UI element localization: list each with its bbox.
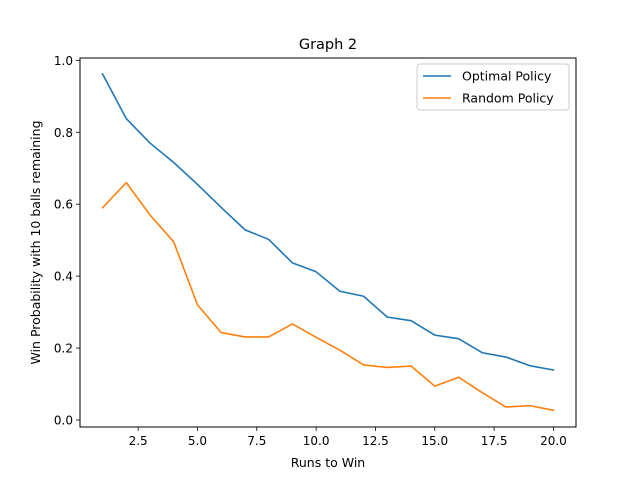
- x-axis-label: Runs to Win: [291, 455, 365, 470]
- x-tick-label: 12.5: [362, 434, 389, 448]
- chart-title: Graph 2: [299, 37, 357, 53]
- x-tick-label: 2.5: [129, 434, 148, 448]
- x-tick-label: 15.0: [421, 434, 448, 448]
- series-lines: [101, 72, 555, 412]
- x-axis-ticks: 2.5 5.0 7.5 10.0 12.5 15.0 17.5 20.0: [129, 427, 567, 448]
- y-axis-label: Win Probability with 10 balls remaining: [28, 120, 43, 364]
- x-tick-label: 17.5: [481, 434, 508, 448]
- legend: Optimal Policy Random Policy: [416, 63, 570, 111]
- x-tick-label: 7.5: [247, 434, 266, 448]
- optimal-policy-line: [101, 72, 555, 371]
- y-tick-label: 0.6: [54, 198, 73, 212]
- y-tick-label: 0.8: [54, 126, 73, 140]
- plot-frame: [79, 57, 577, 428]
- y-tick-label: 1.0: [54, 54, 73, 68]
- legend-box: [416, 63, 570, 111]
- x-tick-label: 20.0: [540, 434, 567, 448]
- random-policy-line: [101, 181, 555, 412]
- legend-label-random: Random Policy: [462, 91, 554, 106]
- legend-label-optimal: Optimal Policy: [462, 69, 552, 84]
- x-tick-label: 5.0: [188, 434, 207, 448]
- y-axis-ticks: 0.0 0.2 0.4 0.6 0.8 1.0: [54, 54, 80, 427]
- x-tick-label: 10.0: [303, 434, 330, 448]
- y-tick-label: 0.2: [54, 342, 73, 356]
- y-tick-label: 0.4: [54, 270, 73, 284]
- y-tick-label: 0.0: [54, 413, 73, 427]
